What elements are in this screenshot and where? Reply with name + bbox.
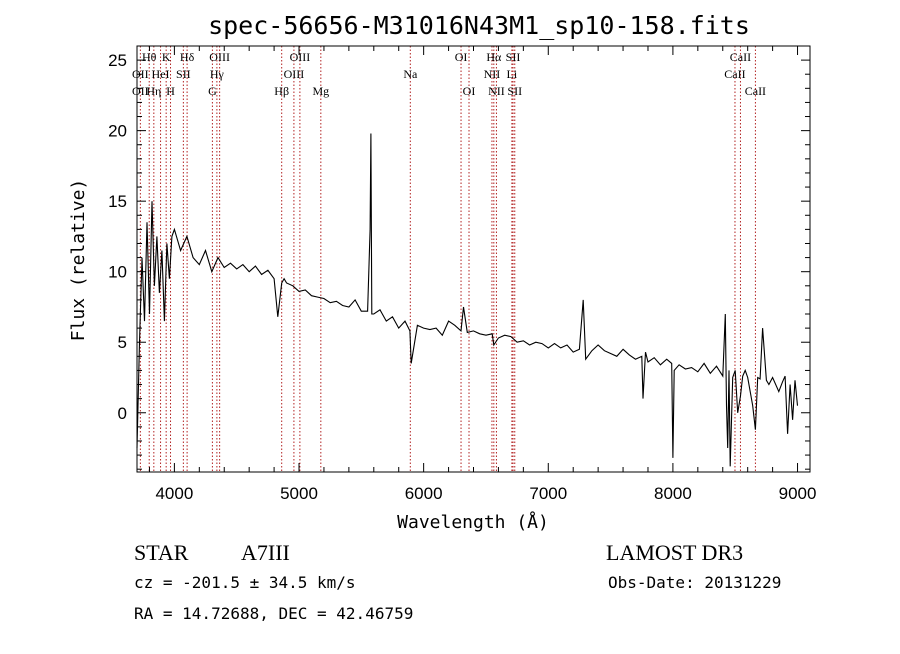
y-axis: 0 5 10 15 20 25 [108,45,810,470]
spectral-line-label: OII [132,84,149,98]
spectral-line-label: Hβ [274,84,289,98]
observation-date: Obs-Date: 20131229 [608,573,781,592]
x-tick-label: 4000 [155,484,193,503]
spectral-line-label: CaII [724,67,745,81]
spectral-line-label: OIII [284,67,305,81]
spectral-line-label: G [208,84,217,98]
spectral-line-label: K [162,50,171,64]
spectral-line-markers [139,46,756,472]
spectral-line-label: Na [403,67,418,81]
spectral-line-label: Hα [486,50,502,64]
spectral-line-label: Hγ [210,67,225,81]
plot-frame [136,45,811,473]
y-tick-label: 20 [108,122,127,141]
ra-dec-coordinates: RA = 14.72688, DEC = 42.46759 [134,604,413,623]
spectral-line-label: Hδ [180,50,195,64]
y-axis-label: Flux (relative) [68,179,89,342]
spectral-line-label: SII [507,84,522,98]
spectrum-line [136,133,799,467]
x-tick-label: 9000 [779,484,817,503]
object-class: STAR [134,540,189,565]
x-tick-label: 8000 [654,484,692,503]
y-tick-label: 5 [118,333,127,352]
x-tick-label: 7000 [529,484,567,503]
spectral-line-label: CaII [745,84,766,98]
y-tick-label: 10 [108,263,127,282]
x-tick-label: 6000 [405,484,443,503]
spectral-line-label: OI [463,84,476,98]
y-tick-label: 25 [108,51,127,70]
spectral-line-label: Li [507,67,518,81]
survey-name: LAMOST DR3 [606,540,743,565]
spectral-line-label: OIII [209,50,230,64]
y-tick-label: 0 [118,404,127,423]
spectral-line-label: Hη [146,84,161,98]
spectral-line-label: Mg [312,84,329,98]
spectral-line-label: CaII [730,50,751,64]
x-tick-label: 5000 [280,484,318,503]
chart-title: spec-56656-M31016N43M1_sp10-158.fits [208,11,750,40]
redshift-cz: cz = -201.5 ± 34.5 km/s [134,573,356,592]
spectral-line-label: SII [506,50,521,64]
y-tick-label: 15 [108,192,127,211]
spectral-line-label: HeI [152,67,170,81]
spectral-line-label: Hθ [142,50,157,64]
spectral-line-label: OIII [290,50,311,64]
spectral-line-label: NII [488,84,505,98]
spectral-line-label: H [166,84,175,98]
x-axis-label: Wavelength (Å) [397,511,549,533]
x-axis: 4000 5000 6000 7000 8000 9000 [148,46,817,503]
spectral-subclass: A7III [241,540,290,565]
spectral-line-label: SII [176,67,191,81]
spectral-line-label: OI [455,50,468,64]
spectral-line-label: NII [484,67,501,81]
